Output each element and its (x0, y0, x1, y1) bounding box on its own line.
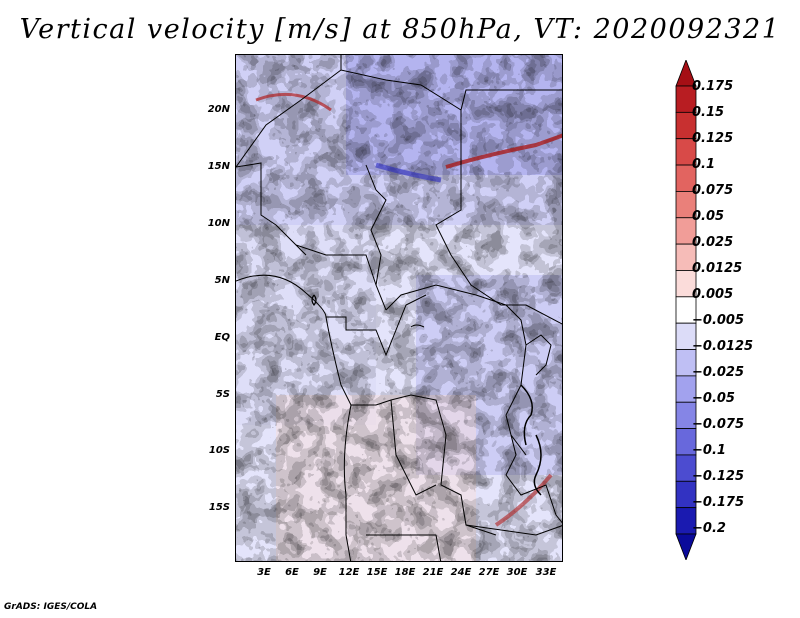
lon-label-24e: 24E (450, 567, 472, 578)
country-borders (236, 55, 562, 561)
colorbar-label-neg0025: −0.025 (692, 365, 745, 380)
colorbar-label-0125: 0.125 (692, 131, 734, 146)
colorbar-label-neg02: −0.2 (692, 521, 726, 536)
colorbar-label-neg0125: −0.125 (692, 469, 745, 484)
lat-label-10s: 10S (208, 445, 230, 456)
lon-label-6e: 6E (285, 567, 299, 578)
lon-label-30e: 30E (506, 567, 528, 578)
lon-label-21e: 21E (422, 567, 444, 578)
colorbar-segment (675, 533, 697, 560)
colorbar-label-015: 0.15 (692, 105, 725, 120)
lon-label-3e: 3E (257, 567, 271, 578)
lat-label-5n: 5N (214, 275, 230, 286)
lat-label-5s: 5S (215, 389, 230, 400)
lat-label-eq: EQ (214, 332, 230, 343)
colorbar-label-00125: 0.0125 (692, 261, 743, 276)
lon-label-33e: 33E (535, 567, 557, 578)
lon-label-18e: 18E (394, 567, 416, 578)
colorbar-label-neg01: −0.1 (692, 443, 726, 458)
colorbar-label-0075: 0.075 (692, 183, 734, 198)
lat-label-10n: 10N (207, 218, 230, 229)
vertical-velocity-field (236, 55, 562, 561)
colorbar-label-neg00125: −0.0125 (692, 339, 754, 354)
colorbar-label-01: 0.1 (692, 157, 716, 172)
colorbar-label-005: 0.05 (692, 209, 725, 224)
lon-label-15e: 15E (366, 567, 388, 578)
colorbar-label-0025: 0.025 (692, 235, 734, 250)
lon-label-9e: 9E (313, 567, 327, 578)
lat-label-15n: 15N (207, 161, 230, 172)
colorbar (675, 60, 697, 560)
map-title: Vertical velocity [m/s] at 850hPa, VT: 2… (19, 14, 781, 45)
lon-label-27e: 27E (478, 567, 500, 578)
colorbar-label-0175: 0.175 (692, 79, 734, 94)
colorbar-label-neg0175: −0.175 (692, 495, 745, 510)
grads-credit: GrADS: IGES/COLA (4, 602, 98, 612)
colorbar-label-0005: 0.005 (692, 287, 734, 302)
colorbar-label-neg0005: −0.005 (692, 313, 745, 328)
lat-label-20n: 20N (207, 104, 230, 115)
lon-label-12e: 12E (338, 567, 360, 578)
colorbar-label-neg0075: −0.075 (692, 417, 745, 432)
map-plot-area (235, 54, 563, 562)
lat-label-15s: 15S (208, 502, 230, 513)
colorbar-label-neg005: −0.05 (692, 391, 735, 406)
